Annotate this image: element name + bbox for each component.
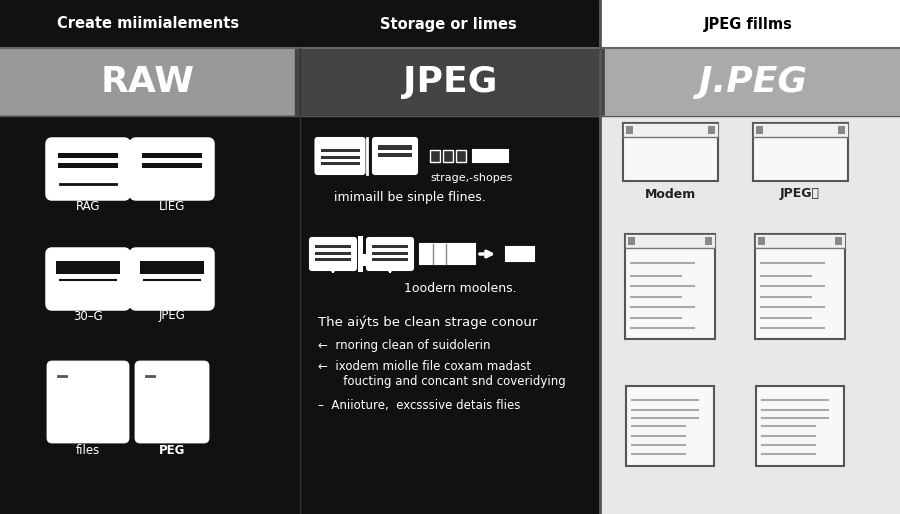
Bar [625, 233, 715, 339]
Bar [58, 163, 118, 168]
Bar [600, 0, 900, 48]
FancyBboxPatch shape [131, 249, 213, 309]
Bar [140, 261, 204, 274]
Bar [315, 245, 351, 248]
Bar [707, 126, 715, 134]
Bar [56, 261, 120, 274]
Text: ←  rnoring clean of suidolerin: ← rnoring clean of suidolerin [318, 340, 490, 353]
Text: J.PEG: J.PEG [699, 65, 807, 99]
Bar [363, 254, 366, 266]
Bar [625, 233, 715, 248]
Bar [456, 150, 466, 162]
Bar [142, 153, 202, 158]
Bar [58, 153, 118, 158]
Text: –  Aniioture,  excsssive detais flies: – Aniioture, excsssive detais flies [318, 399, 520, 413]
Bar [443, 150, 453, 162]
Text: LIEG: LIEG [158, 199, 185, 212]
Bar [430, 150, 440, 162]
Text: JPEG fillms: JPEG fillms [704, 16, 792, 31]
Text: Create miimialements: Create miimialements [57, 16, 239, 31]
FancyBboxPatch shape [136, 362, 208, 442]
FancyBboxPatch shape [373, 138, 417, 174]
Bar [456, 150, 466, 162]
FancyBboxPatch shape [316, 138, 364, 174]
Text: PEG: PEG [158, 444, 185, 456]
Bar [0, 0, 600, 48]
Bar [0, 48, 295, 116]
FancyBboxPatch shape [131, 139, 213, 199]
Bar [372, 258, 408, 261]
Bar [372, 252, 408, 255]
Text: ←  ixodem miolle file coxam madast: ← ixodem miolle file coxam madast [318, 359, 531, 373]
FancyBboxPatch shape [47, 139, 129, 199]
FancyBboxPatch shape [367, 238, 413, 270]
Bar [600, 116, 900, 514]
Text: RAW: RAW [101, 65, 195, 99]
Bar [752, 123, 848, 137]
Bar [378, 145, 412, 150]
Bar [315, 258, 351, 261]
Bar [420, 244, 475, 264]
Bar [372, 245, 408, 248]
Bar [378, 153, 412, 157]
Bar [755, 126, 762, 134]
Bar [752, 123, 848, 181]
Text: 30–G: 30–G [73, 309, 103, 322]
Text: Modem: Modem [644, 188, 696, 200]
Bar [142, 163, 202, 168]
Text: foucting and concant snd coveridying: foucting and concant snd coveridying [332, 376, 566, 389]
Bar [623, 123, 717, 137]
Bar [756, 386, 844, 466]
Bar [628, 236, 635, 245]
Bar [443, 150, 453, 162]
Bar [705, 236, 712, 245]
Text: JPEG: JPEG [403, 65, 497, 99]
Text: RAG: RAG [76, 199, 100, 212]
Bar [320, 156, 359, 159]
Text: Storage or limes: Storage or limes [380, 16, 517, 31]
Text: The aiýts be clean strage conour: The aiýts be clean strage conour [318, 315, 537, 329]
Bar [430, 150, 440, 162]
Bar [472, 150, 508, 162]
Bar [626, 386, 714, 466]
Bar [0, 116, 300, 514]
Text: strage,-shopes: strage,-shopes [431, 173, 513, 183]
Bar [320, 162, 359, 165]
FancyBboxPatch shape [310, 238, 356, 270]
Text: 1oodern moolens.: 1oodern moolens. [404, 282, 517, 295]
Bar [623, 123, 717, 181]
Bar [755, 233, 845, 339]
Bar [835, 236, 842, 245]
Text: JPEG˹: JPEG˹ [780, 188, 820, 200]
Bar [506, 247, 534, 261]
FancyBboxPatch shape [47, 249, 129, 309]
Bar [358, 236, 363, 272]
Text: files: files [76, 444, 100, 456]
Bar [605, 48, 900, 116]
Text: JPEG: JPEG [158, 309, 185, 322]
Text: imimaill be sinple flines.: imimaill be sinple flines. [334, 192, 486, 205]
Bar [758, 236, 765, 245]
Bar [626, 126, 633, 134]
Bar [755, 233, 845, 248]
Bar [838, 126, 844, 134]
Bar [295, 48, 605, 116]
Bar [320, 149, 359, 152]
FancyBboxPatch shape [48, 362, 128, 442]
Bar [300, 116, 600, 514]
Bar [315, 252, 351, 255]
